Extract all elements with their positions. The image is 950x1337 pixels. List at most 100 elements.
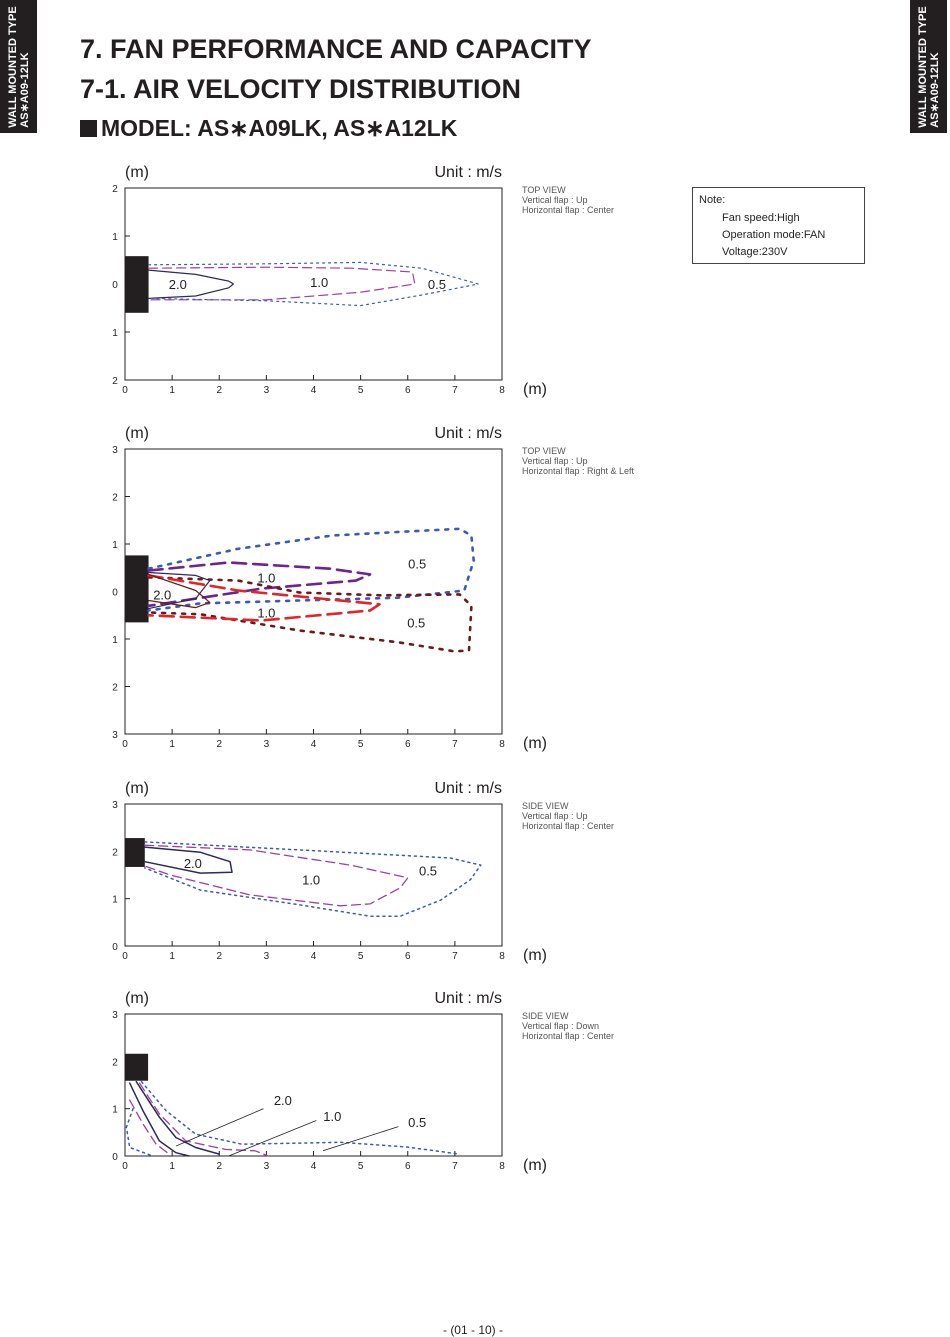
contour-label: 2.0 (153, 587, 171, 602)
y-tick-label: 1 (112, 1105, 118, 1116)
model-heading: MODEL: AS∗A09LK, AS∗A12LK (80, 115, 457, 142)
y-tick-label: 2 (112, 184, 118, 195)
y-tick-label: 3 (112, 730, 118, 741)
x-tick-label: 5 (358, 385, 364, 396)
view-condition: Horizontal flap : Center (522, 1031, 615, 1041)
x-tick-label: 3 (264, 951, 270, 962)
velocity-unit: Unit : m/s (434, 425, 502, 442)
x-tick-label: 0 (122, 951, 128, 962)
x-tick-label: 8 (499, 1161, 505, 1172)
x-tick-label: 3 (264, 739, 270, 750)
y-tick-label: 0 (112, 588, 118, 599)
x-axis-unit: (m) (523, 947, 547, 964)
x-tick-label: 3 (264, 385, 270, 396)
contour-label: 1.0 (323, 1109, 341, 1124)
y-tick-label: 3 (112, 1010, 118, 1021)
velocity-unit: Unit : m/s (434, 780, 502, 797)
contour-label: 1.0 (257, 571, 275, 586)
x-tick-label: 5 (358, 951, 364, 962)
leader-line (322, 1126, 399, 1152)
view-condition: SIDE VIEW (522, 1011, 569, 1021)
view-condition: SIDE VIEW (522, 801, 569, 811)
x-axis-unit: (m) (523, 381, 547, 398)
y-tick-label: 2 (112, 847, 118, 858)
y-tick-label: 1 (112, 540, 118, 551)
view-condition: TOP VIEW (522, 446, 566, 456)
x-tick-label: 8 (499, 951, 505, 962)
contour-label: 0.5 (408, 1115, 426, 1130)
y-axis-unit: (m) (125, 780, 149, 797)
y-tick-label: 0 (112, 942, 118, 953)
x-tick-label: 4 (311, 1161, 317, 1172)
note-item: Voltage:230V (722, 246, 788, 258)
contour-label: 1.0 (302, 873, 320, 888)
x-tick-label: 6 (405, 385, 411, 396)
view-condition: Horizontal flap : Center (522, 821, 615, 831)
contour-label: 0.5 (419, 863, 437, 878)
velocity-contour-red (147, 574, 381, 622)
x-tick-label: 2 (216, 385, 222, 396)
y-tick-label: 2 (112, 376, 118, 387)
contour-label: 2.0 (169, 277, 187, 292)
velocity-contour-darkred (147, 576, 473, 653)
x-tick-label: 2 (216, 739, 222, 750)
x-axis-unit: (m) (523, 735, 547, 752)
view-condition: Horizontal flap : Right & Left (522, 466, 635, 476)
note-box: Note: Fan speed:High Operation mode:FAN … (692, 187, 865, 264)
contour-label: 2.0 (274, 1093, 292, 1108)
y-tick-label: 2 (112, 493, 118, 504)
y-tick-label: 0 (112, 280, 118, 291)
x-tick-label: 3 (264, 1161, 270, 1172)
velocity-contour-navy (148, 269, 234, 299)
x-tick-label: 1 (169, 739, 175, 750)
contour-label: 2.0 (184, 856, 202, 871)
note-title: Note: (699, 194, 726, 206)
x-tick-label: 5 (358, 1161, 364, 1172)
contour-label: 0.5 (407, 615, 425, 630)
y-tick-label: 1 (112, 895, 118, 906)
x-tick-label: 1 (169, 951, 175, 962)
y-tick-label: 1 (112, 232, 118, 243)
leader-line (228, 1120, 317, 1157)
velocity-unit: Unit : m/s (434, 990, 502, 1007)
x-tick-label: 6 (405, 739, 411, 750)
velocity-contour-blue (125, 1107, 154, 1157)
velocity-contour-purple (144, 844, 409, 907)
view-condition: Vertical flap : Down (522, 1021, 600, 1031)
velocity-contour-violet (147, 561, 372, 608)
velocity-contour-navy (135, 1080, 221, 1155)
x-axis-unit: (m) (523, 1157, 547, 1174)
x-tick-label: 0 (122, 385, 128, 396)
x-tick-label: 8 (499, 739, 505, 750)
model-text: MODEL: AS∗A09LK, AS∗A12LK (101, 115, 458, 141)
contour-label: 1.0 (310, 275, 328, 290)
subsection-title: 7-1. AIR VELOCITY DISTRIBUTION (80, 74, 522, 104)
x-tick-label: 7 (452, 739, 458, 750)
velocity-contour-navy (144, 846, 233, 874)
y-axis-unit: (m) (125, 990, 149, 1007)
x-tick-label: 6 (405, 1161, 411, 1172)
indoor-unit-block (125, 555, 149, 623)
x-tick-label: 2 (216, 951, 222, 962)
velocity-unit: Unit : m/s (434, 164, 502, 181)
x-tick-label: 1 (169, 1161, 175, 1172)
view-condition: Horizontal flap : Center (522, 205, 615, 215)
velocity-contour-blue (148, 261, 479, 307)
velocity-contour-purple (148, 266, 416, 301)
note-item: Fan speed:High (722, 212, 800, 224)
x-tick-label: 4 (311, 739, 317, 750)
x-tick-label: 2 (216, 1161, 222, 1172)
y-tick-label: 2 (112, 1057, 118, 1068)
y-tick-label: 3 (112, 445, 118, 456)
indoor-unit-block (125, 838, 145, 867)
contour-label: 1.0 (257, 605, 275, 620)
velocity-contour-navy (148, 571, 211, 610)
y-tick-label: 0 (112, 1152, 118, 1163)
page-number: - (01 - 10) - (442, 1323, 503, 1337)
side-tab-right: WALL MOUNTED TYPE AS∗A09-12LK (910, 0, 947, 133)
indoor-unit-block (125, 256, 149, 313)
contour-label: 0.5 (428, 277, 446, 292)
x-tick-label: 7 (452, 385, 458, 396)
plot-frame (124, 1013, 503, 1157)
